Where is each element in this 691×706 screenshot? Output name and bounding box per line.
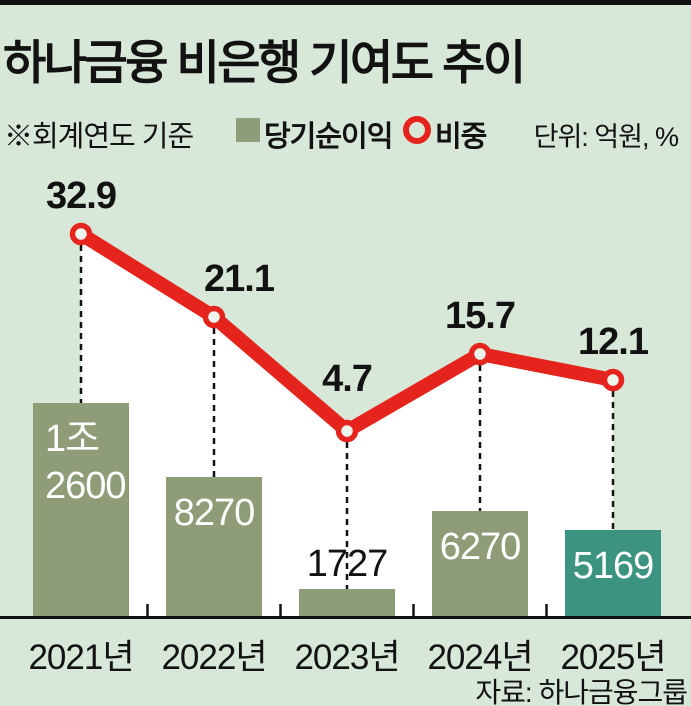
fiscal-year-note: ※회계연도 기준 (4, 121, 194, 153)
source-credit: 자료: 하나금융그룹 (475, 677, 688, 706)
bar-series-swatch-icon (236, 118, 260, 142)
net-income-bar (166, 477, 262, 618)
bar-series-legend-label: 당기순이익 (264, 121, 393, 153)
chart-title: 하나금융 비은행 기여도 추이 (3, 36, 526, 89)
net-income-bar (299, 589, 395, 618)
net-income-bar (432, 511, 528, 618)
ratio-marker (202, 305, 226, 329)
ratio-marker (468, 342, 492, 366)
net-income-bar (33, 403, 129, 618)
legend-row: ※회계연도 기준 당기순이익 비중 단위: 억원, % (0, 111, 691, 153)
net-income-bar (565, 530, 661, 618)
line-series-marker-icon (403, 116, 431, 144)
ratio-marker (69, 222, 93, 246)
top-accent-bar (0, 0, 691, 5)
ratio-marker (601, 368, 625, 392)
line-series-legend-label: 비중 (435, 121, 487, 153)
x-axis-baseline (0, 616, 691, 619)
ratio-marker (335, 419, 359, 443)
unit-label: 단위: 억원, % (533, 122, 679, 152)
